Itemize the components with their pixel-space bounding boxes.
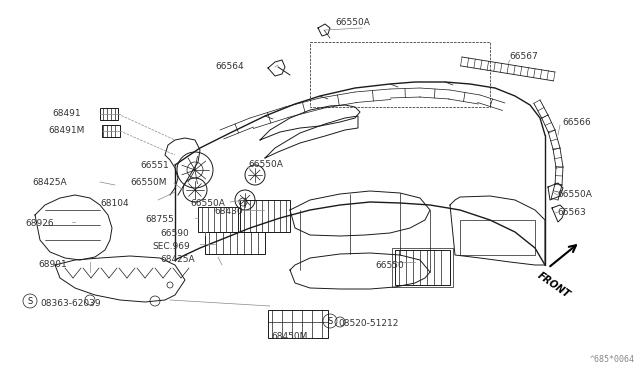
Text: 66550A: 66550A [248,160,283,169]
Text: ^685*0064: ^685*0064 [590,355,635,364]
Text: 08520-51212: 08520-51212 [338,319,398,328]
Text: SEC.969: SEC.969 [152,242,189,251]
Text: 66551: 66551 [140,161,169,170]
Text: 68755: 68755 [145,215,173,224]
Bar [198,207,238,232]
Bar [240,200,290,232]
Text: 66563: 66563 [557,208,586,217]
Text: S: S [328,317,333,326]
Bar [395,250,450,285]
Text: 66590: 66590 [160,229,189,238]
Text: 08363-62039: 08363-62039 [40,299,100,308]
Bar [392,248,453,287]
Text: 68901: 68901 [38,260,67,269]
Bar [268,310,328,338]
Text: 68491M: 68491M [48,126,84,135]
Text: 66550A: 66550A [557,190,592,199]
Bar [460,220,535,255]
Text: 66566: 66566 [562,118,591,127]
Text: FRONT: FRONT [536,270,572,299]
Text: 66550A: 66550A [335,18,370,27]
Text: 66550A: 66550A [190,199,225,208]
Text: 68104: 68104 [100,199,129,208]
Text: 66564: 66564 [215,62,244,71]
Text: 68425A: 68425A [32,178,67,187]
Text: 66550: 66550 [375,261,404,270]
Text: 66550M: 66550M [130,178,166,187]
Text: 68450M: 68450M [271,332,307,341]
Text: 68491: 68491 [52,109,81,118]
Text: 68926: 68926 [25,219,54,228]
Text: S: S [28,296,33,305]
Text: 68425A: 68425A [160,255,195,264]
Text: 66567: 66567 [509,52,538,61]
Bar [310,42,490,107]
Bar [102,125,120,137]
Bar [205,232,265,254]
Text: 68430: 68430 [214,207,243,216]
Bar [100,108,118,120]
